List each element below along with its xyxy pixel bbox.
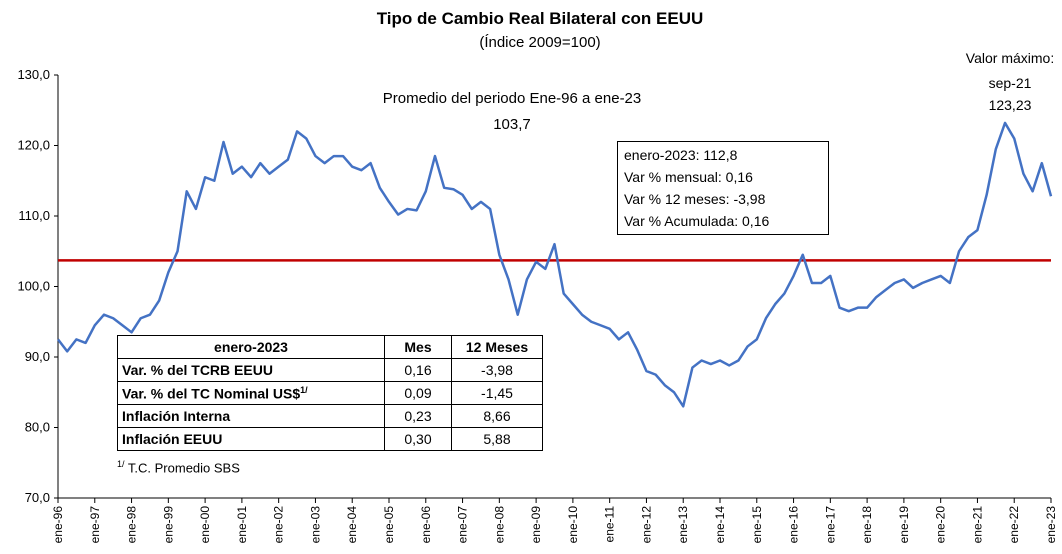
x-tick-label: ene-96 [51,506,65,544]
chart-title: Tipo de Cambio Real Bilateral con EEUU [377,9,704,28]
th: Mes [384,335,452,359]
y-tick-label: 130,0 [17,67,50,82]
y-tick-label: 70,0 [25,490,50,505]
row-label: Inflación EEUU [117,427,385,451]
row-label: Var. % del TC Nominal US$ [122,385,301,402]
info-line: Var % Acumulada: 0,16 [624,213,770,229]
data-line [57,121,1053,408]
x-tick-label: ene-22 [1007,506,1021,544]
x-tick-label: ene-04 [345,506,359,544]
cell: 5,88 [451,427,543,451]
y-tick-label: 90,0 [25,349,50,364]
summary-table: enero-2023 Mes 12 Meses Var. % del TCRB EE… [117,335,543,451]
info-line: Var % 12 meses: -3,98 [624,191,766,207]
ref-label: 103,7 [493,116,531,133]
cell: 0,16 [384,358,452,382]
x-tick-label: ene-19 [897,506,911,544]
x-tick-label: ene-11 [603,506,617,543]
max-title: Valor máximo: [966,50,1054,66]
x-tick-label: ene-07 [456,506,470,544]
th: 12 Meses [451,335,543,359]
x-tick-label: ene-10 [566,506,580,544]
max-value: 123,23 [989,97,1032,113]
x-tick-label: ene-01 [235,506,249,544]
x-tick-label: ene-02 [272,506,286,544]
x-tick-label: ene-98 [125,506,139,544]
cell: 0,09 [384,381,452,405]
y-tick-label: 100,0 [17,279,50,294]
row-label-cell: Var. % del TC Nominal US$1/ [117,381,385,405]
y-tick-label: 110,0 [18,208,50,223]
x-tick-label: ene-99 [161,506,175,544]
x-tick-label: ene-14 [713,506,727,544]
x-tick-label: ene-05 [382,506,396,544]
info-box: enero-2023: 112,8 Var % mensual: 0,16 Va… [617,141,829,235]
x-tick-label: ene-08 [492,506,506,544]
x-tick-label: ene-09 [529,506,543,544]
x-tick-label: ene-12 [639,506,653,544]
footnote-marker: 1/ [300,384,308,395]
x-tick-label: ene-17 [823,506,837,544]
y-tick-label: 80,0 [25,420,50,435]
x-tick-label: ene-06 [419,506,433,544]
x-tick-label: ene-00 [198,506,212,544]
cell: -3,98 [451,358,543,382]
footnote-text: T.C. Promedio SBS [127,460,240,476]
cell: 8,66 [451,404,543,428]
cell: 0,23 [384,404,452,428]
x-tick-label: ene-15 [750,506,764,544]
footnote: 1/ T.C. Promedio SBS [117,459,240,475]
cell: -1,45 [451,381,543,405]
y-tick-label: 120,0 [17,138,50,153]
footnote-marker: 1/ [117,459,125,469]
x-tick-label: ene-23 [1044,506,1058,544]
x-tick-label: ene-16 [787,506,801,544]
row-label: Var. % del TCRB EEUU [117,358,385,382]
x-tick-label: ene-13 [676,506,690,544]
x-tick-label: ene-18 [860,506,874,544]
ref-text: Promedio del periodo Ene-96 a ene-23 [383,90,642,107]
x-tick-label: ene-97 [88,506,102,544]
chart-subtitle: (Índice 2009=100) [479,34,600,51]
info-line: Var % mensual: 0,16 [624,169,753,185]
th: enero-2023 [117,335,385,359]
x-tick-label: ene-21 [970,506,984,544]
x-tick-label: ene-20 [934,506,948,544]
info-line: enero-2023: 112,8 [624,147,738,163]
cell: 0,30 [384,427,452,451]
row-label: Inflación Interna [117,404,385,428]
x-tick-label: ene-03 [308,506,322,544]
max-date: sep-21 [989,75,1032,91]
